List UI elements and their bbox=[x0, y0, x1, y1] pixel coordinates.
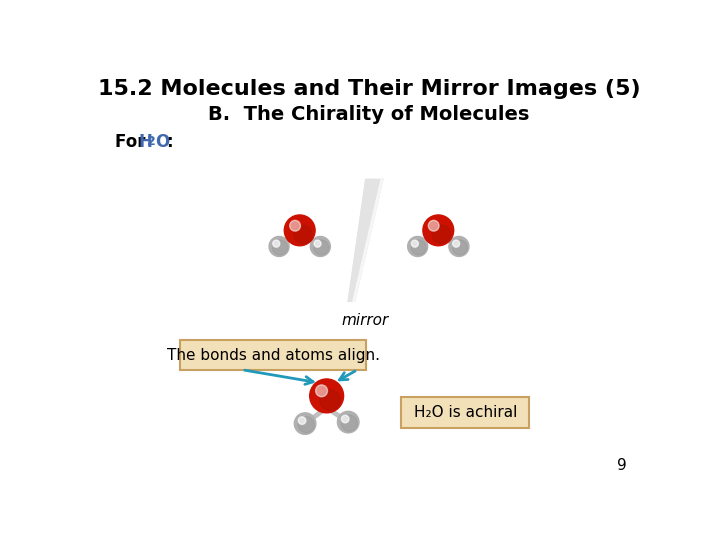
Circle shape bbox=[432, 225, 451, 244]
Polygon shape bbox=[348, 179, 384, 302]
Circle shape bbox=[315, 385, 328, 397]
Text: H: H bbox=[138, 132, 152, 151]
Circle shape bbox=[408, 237, 428, 256]
Circle shape bbox=[294, 225, 312, 244]
Circle shape bbox=[452, 240, 467, 255]
Text: H₂O is achiral: H₂O is achiral bbox=[413, 406, 517, 420]
Text: The bonds and atoms align.: The bonds and atoms align. bbox=[166, 348, 379, 362]
Circle shape bbox=[314, 240, 329, 255]
Polygon shape bbox=[352, 179, 384, 302]
Circle shape bbox=[423, 215, 454, 246]
Text: 15.2 Molecules and Their Mirror Images (5): 15.2 Molecules and Their Mirror Images (… bbox=[98, 79, 640, 99]
Circle shape bbox=[273, 240, 280, 247]
Circle shape bbox=[341, 415, 349, 423]
Text: O: O bbox=[155, 132, 169, 151]
Circle shape bbox=[453, 240, 459, 247]
Circle shape bbox=[294, 413, 316, 434]
Text: mirror: mirror bbox=[341, 313, 389, 328]
Circle shape bbox=[298, 417, 314, 433]
Circle shape bbox=[341, 415, 357, 431]
Circle shape bbox=[269, 237, 289, 256]
Circle shape bbox=[289, 220, 300, 231]
FancyBboxPatch shape bbox=[180, 340, 366, 370]
Circle shape bbox=[310, 379, 343, 413]
Text: 2: 2 bbox=[148, 135, 156, 148]
Text: :: : bbox=[166, 132, 172, 151]
Polygon shape bbox=[348, 179, 384, 302]
Text: For: For bbox=[115, 132, 151, 151]
Circle shape bbox=[449, 237, 469, 256]
Circle shape bbox=[273, 240, 287, 255]
Circle shape bbox=[284, 215, 315, 246]
FancyBboxPatch shape bbox=[401, 397, 529, 428]
Text: B.  The Chirality of Molecules: B. The Chirality of Molecules bbox=[208, 105, 530, 124]
Circle shape bbox=[411, 240, 426, 255]
Circle shape bbox=[411, 240, 418, 247]
Circle shape bbox=[310, 237, 330, 256]
Circle shape bbox=[314, 240, 321, 247]
Circle shape bbox=[338, 411, 359, 433]
Circle shape bbox=[320, 390, 341, 410]
Circle shape bbox=[298, 417, 306, 424]
Circle shape bbox=[428, 220, 439, 231]
Text: 9: 9 bbox=[617, 458, 627, 473]
